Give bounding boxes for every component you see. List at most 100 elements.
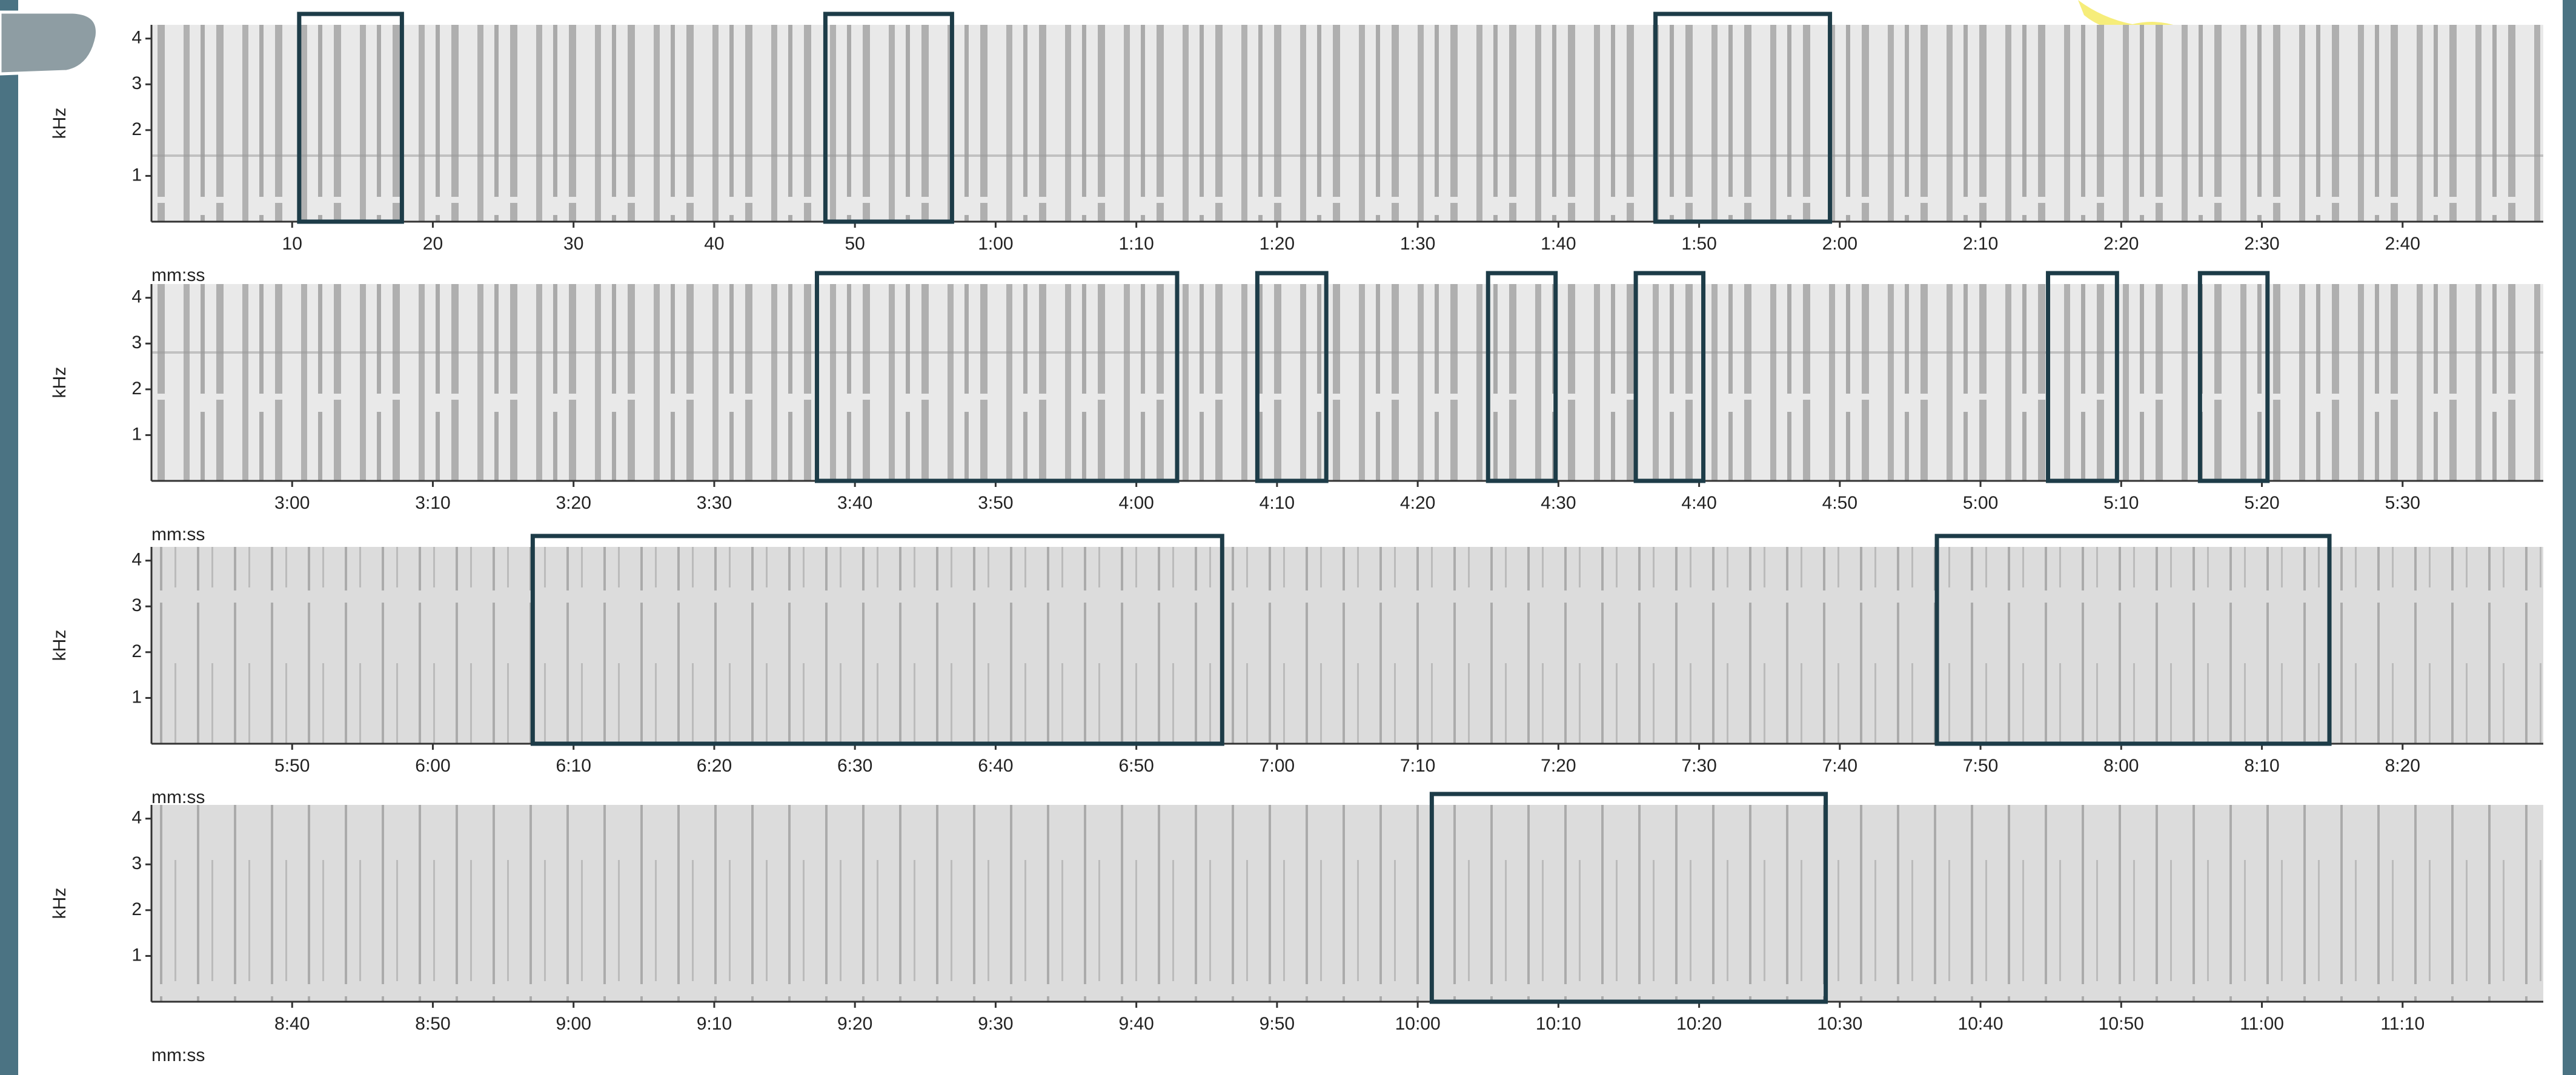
x-tick-label: 7:50 (1963, 756, 1998, 776)
x-tick-label: 9:00 (556, 1014, 591, 1034)
x-axis-label: mm:ss (151, 787, 205, 807)
x-tick-label: 2:30 (2244, 234, 2279, 254)
highlight-box (530, 534, 1224, 746)
y-tick-label: 3 (131, 853, 142, 873)
x-tick-label: 6:40 (978, 756, 1013, 776)
x-tick-label: 7:30 (1681, 756, 1716, 776)
x-tick-label: 10:00 (1395, 1014, 1441, 1034)
highlight-box (814, 271, 1180, 483)
x-tick-label: 2:20 (2103, 234, 2139, 254)
highlight-box (2046, 271, 2119, 483)
y-tick-label: 2 (131, 119, 142, 139)
x-tick-label: 8:20 (2385, 756, 2420, 776)
x-tick-label: 10:30 (1817, 1014, 1862, 1034)
x-tick-label: 6:00 (415, 756, 450, 776)
corner-tab (0, 10, 99, 76)
x-tick-label: 10:40 (1958, 1014, 2003, 1034)
x-tick-label: 6:20 (697, 756, 732, 776)
x-tick-label: 10:10 (1536, 1014, 1581, 1034)
y-axis-label: kHz (50, 630, 70, 661)
x-tick-label: 4:50 (1822, 493, 1857, 513)
x-tick-label: 4:10 (1260, 493, 1295, 513)
x-axis-label: mm:ss (151, 1045, 205, 1065)
y-tick-label: 2 (131, 899, 142, 919)
highlight-box (297, 12, 404, 224)
spectrogram-image (151, 25, 2543, 222)
highlight-box (1633, 271, 1706, 483)
y-tick-label: 4 (131, 550, 142, 570)
y-tick-label: 1 (131, 424, 142, 444)
spectrogram-image (151, 284, 2543, 481)
y-axis-label: kHz (50, 367, 70, 399)
x-tick-label: 3:40 (837, 493, 872, 513)
x-tick-label: 4:40 (1681, 493, 1716, 513)
x-tick-label: 7:10 (1400, 756, 1435, 776)
x-tick-label: 5:20 (2244, 493, 2279, 513)
x-tick-label: 9:20 (837, 1014, 872, 1034)
y-tick-label: 4 (131, 287, 142, 307)
y-tick-label: 1 (131, 687, 142, 707)
x-tick-label: 4:20 (1400, 493, 1435, 513)
y-tick-label: 4 (131, 808, 142, 828)
x-tick-label: 9:30 (978, 1014, 1013, 1034)
x-tick-label: 1:20 (1260, 234, 1295, 254)
x-tick-label: 2:00 (1822, 234, 1857, 254)
x-tick-label: 2:10 (1963, 234, 1998, 254)
x-tick-label: 3:50 (978, 493, 1013, 513)
x-tick-label: 8:40 (274, 1014, 310, 1034)
x-tick-label: 4:30 (1541, 493, 1576, 513)
x-tick-label: 3:10 (415, 493, 450, 513)
x-tick-label: 30 (563, 234, 583, 254)
y-tick-label: 2 (131, 641, 142, 661)
y-tick-label: 1 (131, 945, 142, 965)
y-axis-label: kHz (50, 888, 70, 919)
x-tick-label: 1:10 (1118, 234, 1154, 254)
y-tick-label: 1 (131, 165, 142, 185)
x-tick-label: 3:20 (556, 493, 591, 513)
x-tick-label: 8:50 (415, 1014, 450, 1034)
x-tick-label: 7:20 (1541, 756, 1576, 776)
spectrogram-image (151, 805, 2543, 1002)
highlight-box (1255, 271, 1329, 483)
y-tick-label: 4 (131, 28, 142, 48)
y-tick-label: 3 (131, 332, 142, 352)
x-tick-label: 9:40 (1118, 1014, 1154, 1034)
highlight-box (2197, 271, 2270, 483)
y-axis-label: kHz (50, 108, 70, 139)
x-axis-label: mm:ss (151, 524, 205, 544)
x-tick-label: 8:00 (2103, 756, 2139, 776)
x-tick-label: 5:10 (2103, 493, 2139, 513)
x-tick-label: 7:00 (1260, 756, 1295, 776)
x-tick-label: 1:40 (1541, 234, 1576, 254)
x-tick-label: 2:40 (2385, 234, 2420, 254)
spectrogram-image (151, 547, 2543, 744)
x-tick-label: 10:20 (1676, 1014, 1722, 1034)
x-tick-label: 1:50 (1681, 234, 1716, 254)
panels: 1 2 3 4 10 20 30 40 50 1:00 1:10 1:20 1:30 1:40 1:50 2:… (50, 12, 2543, 1065)
highlight-box (823, 12, 954, 224)
x-tick-label: 1:00 (978, 234, 1013, 254)
highlight-box (1429, 792, 1828, 1004)
x-tick-label: 20 (423, 234, 443, 254)
x-tick-label: 10 (282, 234, 302, 254)
x-tick-label: 40 (704, 234, 724, 254)
x-axis-label: mm:ss (151, 265, 205, 285)
x-tick-label: 9:10 (697, 1014, 732, 1034)
x-tick-label: 1:30 (1400, 234, 1435, 254)
x-tick-label: 9:50 (1260, 1014, 1295, 1034)
x-tick-label: 6:10 (556, 756, 591, 776)
x-tick-label: 5:50 (274, 756, 310, 776)
x-tick-label: 6:50 (1118, 756, 1154, 776)
highlight-box (1934, 534, 2332, 746)
x-tick-label: 11:00 (2240, 1014, 2284, 1034)
x-tick-label: 7:40 (1822, 756, 1857, 776)
x-tick-label: 4:00 (1118, 493, 1154, 513)
x-tick-label: 11:10 (2380, 1014, 2425, 1034)
x-tick-label: 8:10 (2244, 756, 2279, 776)
x-tick-label: 5:00 (1963, 493, 1998, 513)
y-tick-label: 2 (131, 379, 142, 399)
x-tick-label: 3:00 (274, 493, 310, 513)
x-tick-label: 3:30 (697, 493, 732, 513)
